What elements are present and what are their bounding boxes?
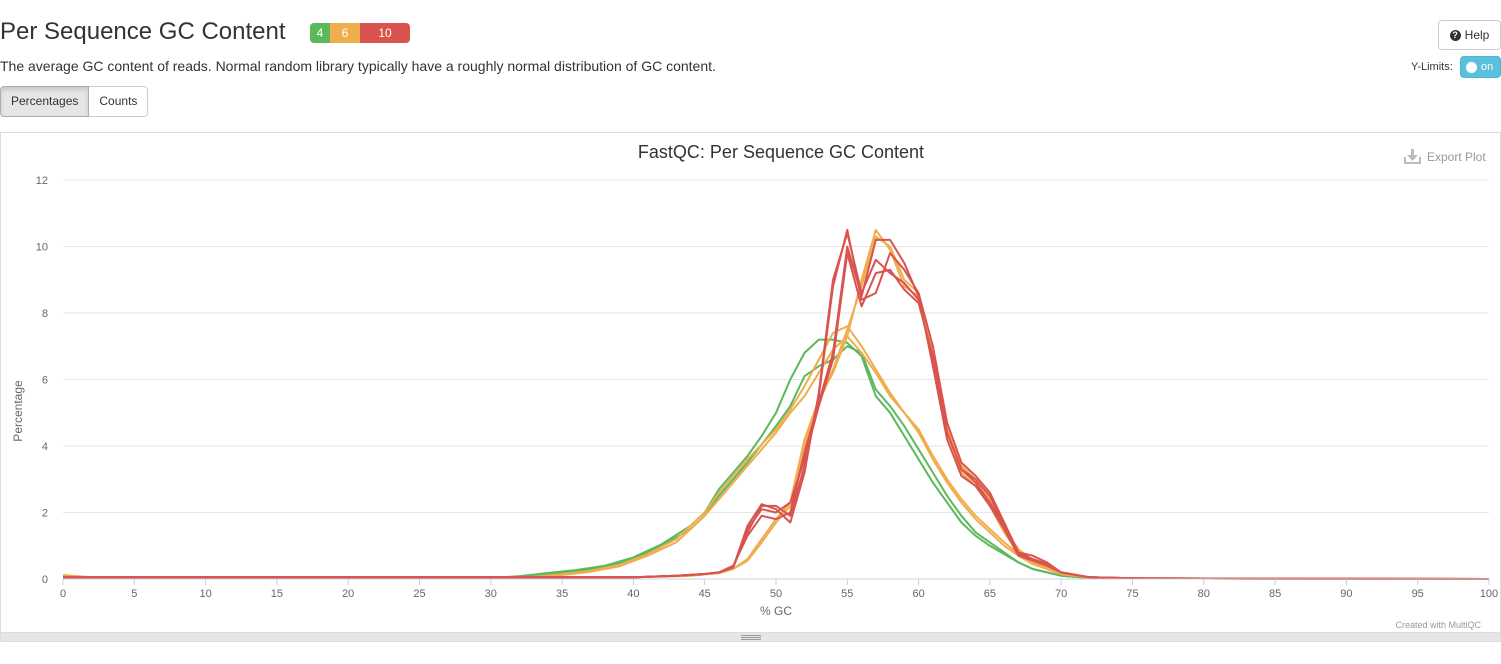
help-button[interactable]: ? Help: [1438, 20, 1501, 50]
series-line-7[interactable]: [63, 228, 1490, 580]
x-tick-label: 45: [699, 588, 711, 600]
gc-content-chart: FastQC: Per Sequence GC Content Export P…: [11, 142, 1498, 630]
y-tick-label: 8: [42, 308, 48, 320]
warn-count-badge[interactable]: 6: [330, 23, 360, 43]
tab-counts[interactable]: Counts: [89, 86, 149, 117]
x-tick-label: 70: [1055, 588, 1067, 600]
x-tick-label: 20: [342, 588, 354, 600]
series-line-3[interactable]: [62, 335, 1490, 580]
credit-label: Created with MultiQC: [1395, 620, 1481, 630]
y-tick-label: 10: [36, 242, 48, 254]
tab-percentages[interactable]: Percentages: [0, 86, 90, 117]
y-tick-label: 0: [42, 574, 48, 586]
x-tick-label: 5: [131, 588, 137, 600]
x-tick-label: 25: [413, 588, 425, 600]
y-tick-label: 4: [42, 441, 48, 453]
chart-title: FastQC: Per Sequence GC Content: [638, 142, 924, 162]
export-plot-label: Export Plot: [1427, 150, 1486, 164]
series-line-9[interactable]: [63, 238, 1490, 580]
x-tick-label: 95: [1412, 588, 1424, 600]
x-tick-label: 80: [1198, 588, 1210, 600]
grip-icon: [741, 635, 761, 640]
x-tick-label: 100: [1480, 588, 1498, 600]
x-tick-label: 15: [271, 588, 283, 600]
page-title: Per Sequence GC Content: [0, 18, 286, 45]
plot-resize-handle[interactable]: [0, 632, 1501, 642]
ylimits-toggle[interactable]: on: [1460, 56, 1501, 78]
x-tick-label: 0: [60, 588, 66, 600]
series-line-4[interactable]: [62, 325, 1490, 580]
x-tick-label: 40: [627, 588, 639, 600]
plot-container: FastQC: Per Sequence GC Content Export P…: [0, 132, 1501, 634]
series-line-8[interactable]: [63, 232, 1490, 580]
download-icon: [1404, 149, 1421, 164]
toggle-knob: [1466, 61, 1477, 73]
y-tick-label: 6: [42, 375, 48, 387]
series-line-2[interactable]: [62, 338, 1490, 580]
x-tick-label: 35: [556, 588, 568, 600]
toggle-label: on: [1481, 61, 1494, 73]
x-tick-label: 50: [770, 588, 782, 600]
x-tick-label: 55: [841, 588, 853, 600]
x-tick-label: 65: [984, 588, 996, 600]
series-line-1[interactable]: [62, 345, 1490, 580]
x-tick-label: 30: [485, 588, 497, 600]
x-tick-label: 60: [912, 588, 924, 600]
question-circle-icon: ?: [1449, 29, 1461, 41]
fail-count-badge[interactable]: 10: [360, 23, 410, 43]
series-line-5[interactable]: [62, 228, 1490, 580]
section-description: The average GC content of reads. Normal …: [0, 58, 716, 74]
x-tick-label: 75: [1126, 588, 1138, 600]
status-bar: 4 6 10: [310, 23, 410, 43]
x-tick-label: 10: [199, 588, 211, 600]
y-axis-label: Percentage: [11, 380, 25, 442]
y-tick-label: 12: [36, 175, 48, 187]
x-tick-label: 90: [1340, 588, 1352, 600]
pass-count-badge[interactable]: 4: [310, 23, 330, 43]
help-label: Help: [1464, 28, 1490, 42]
x-tick-label: 85: [1269, 588, 1281, 600]
ylimits-label: Y-Limits:: [1411, 61, 1453, 73]
series-line-10[interactable]: [63, 252, 1490, 580]
x-axis-label: % GC: [760, 604, 792, 618]
series-line-6[interactable]: [62, 235, 1490, 580]
y-tick-label: 2: [42, 508, 48, 520]
export-plot-button[interactable]: Export Plot: [1404, 149, 1486, 164]
data-view-tabs: Percentages Counts: [0, 86, 149, 117]
